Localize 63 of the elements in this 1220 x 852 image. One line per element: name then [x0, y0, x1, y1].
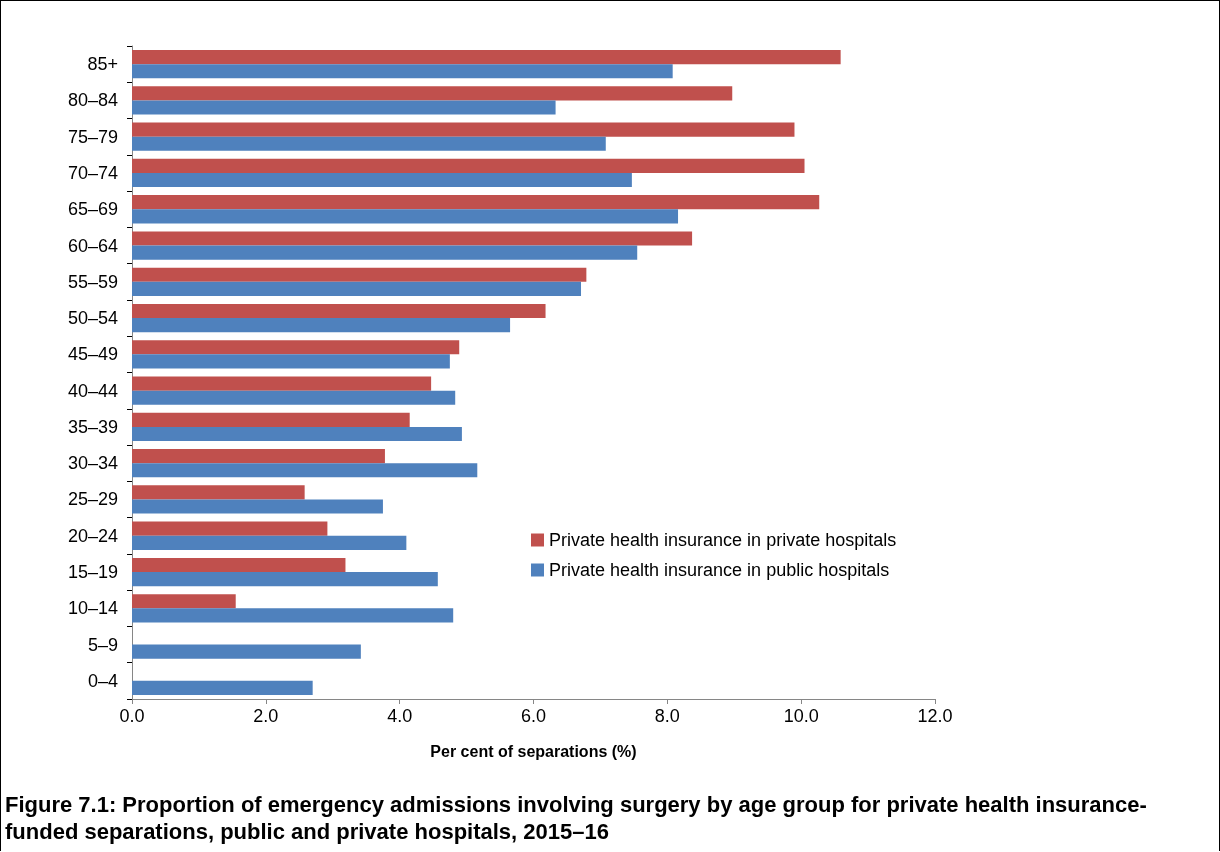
bar: [132, 608, 454, 623]
y-tick-label: 75–79: [67, 126, 118, 147]
y-tick-label: 0–4: [87, 670, 118, 691]
bar: [132, 281, 582, 296]
y-tick-label: 60–64: [67, 235, 118, 256]
bar: [132, 100, 556, 115]
bar: [132, 463, 478, 478]
bar: [132, 426, 462, 442]
x-tick-label: 0.0: [119, 706, 145, 726]
bar: [132, 594, 236, 609]
x-tick-label: 10.0: [783, 706, 819, 726]
y-tick-label: 30–34: [67, 453, 118, 474]
y-tick-label: 20–24: [67, 525, 118, 546]
bar: [132, 158, 805, 173]
bar: [132, 231, 693, 246]
x-tick-label: 8.0: [654, 706, 680, 726]
legend-label: Private health insurance in private hospitals: [549, 530, 897, 550]
bar: [132, 572, 438, 587]
bar: [132, 122, 795, 137]
text: Figure 7.1: Proportion of emergency admissions involving surgery by age group for private health insurance-funded separations, public and private hospitals, 2015–16: [5, 791, 1148, 845]
bar: [132, 136, 606, 151]
x-tick-label: 2.0: [253, 706, 279, 726]
y-tick-label: 25–29: [67, 489, 118, 510]
y-tick-label: 85+: [87, 54, 118, 75]
bar: [132, 535, 407, 550]
bar: [132, 303, 546, 319]
bar: [132, 376, 432, 391]
x-tick-label: 12.0: [917, 706, 953, 726]
y-tick-label: 70–74: [67, 162, 118, 183]
bar: [132, 354, 450, 369]
y-tick-label: 10–14: [67, 598, 118, 619]
bar: [132, 209, 679, 224]
x-tick-label: 4.0: [387, 706, 413, 726]
y-tick-label: 45–49: [67, 344, 118, 365]
bar: [132, 412, 410, 427]
x-axis-title: Per cent of separations (%): [430, 742, 637, 760]
y-tick-label: 50–54: [67, 308, 118, 329]
bar: [132, 267, 587, 282]
bar: [132, 49, 841, 65]
bar: [132, 499, 383, 514]
bar: [132, 86, 733, 101]
y-tick-label: 65–69: [67, 199, 118, 220]
bar: [132, 340, 460, 355]
y-tick-label: 40–44: [67, 380, 118, 401]
bar: [132, 195, 820, 210]
bar: [132, 521, 328, 536]
bar: [132, 557, 346, 573]
bar: [132, 245, 638, 260]
bar: [132, 64, 673, 79]
bar: [132, 680, 313, 696]
bar: [132, 172, 632, 188]
y-tick-label: 80–84: [67, 90, 118, 111]
y-tick-label: 35–39: [67, 416, 118, 437]
bar: [132, 449, 385, 464]
y-tick-label: 15–19: [67, 562, 118, 583]
y-tick-label: 5–9: [87, 634, 118, 655]
bar: [132, 318, 511, 333]
bar: [132, 485, 305, 500]
legend-label: Private health insurance in public hospitals: [549, 560, 890, 580]
bar: [132, 644, 361, 659]
bar: [132, 390, 456, 405]
y-tick-label: 55–59: [67, 271, 118, 292]
x-tick-label: 6.0: [520, 706, 547, 726]
